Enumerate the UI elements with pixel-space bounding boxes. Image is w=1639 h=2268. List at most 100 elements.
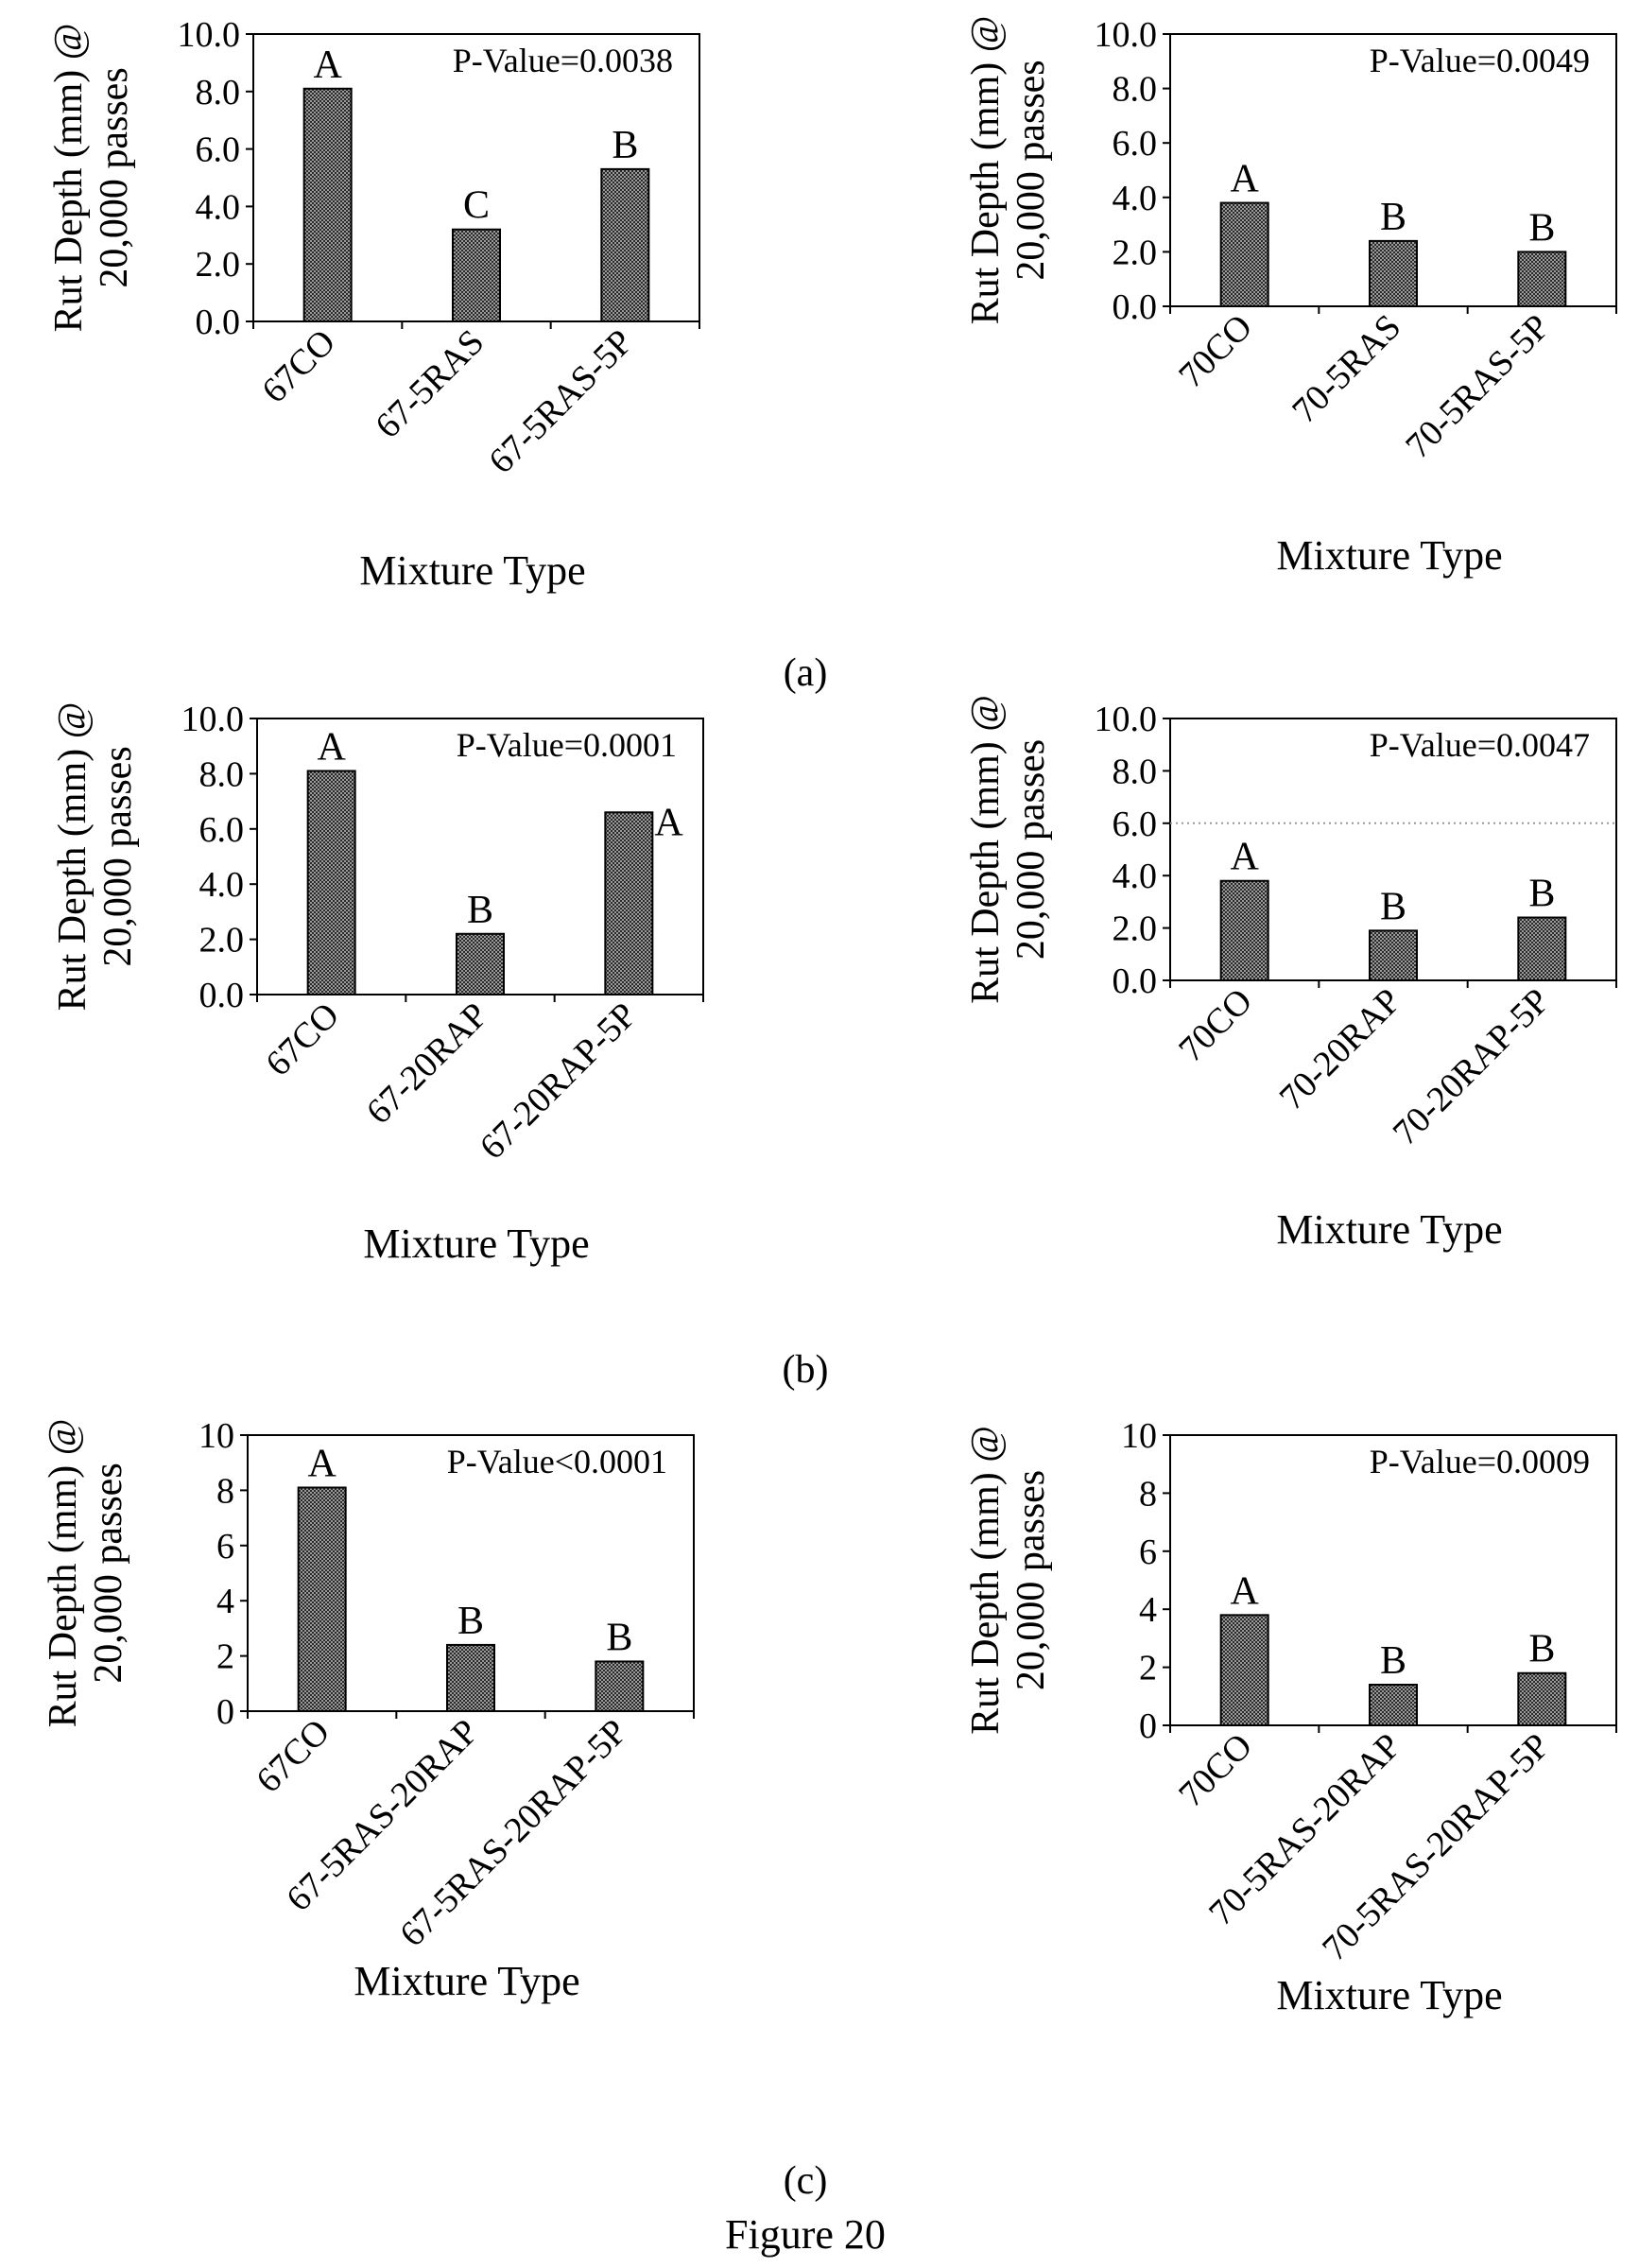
significance-label: A: [1230, 1569, 1259, 1613]
y-tick-label: 4.0: [1113, 179, 1158, 218]
y-tick-label: 0.0: [199, 976, 245, 1015]
y-tick-label: 8.0: [199, 754, 245, 794]
category-label: 70CO: [1171, 307, 1260, 396]
y-tick-label: 8: [1139, 1474, 1157, 1514]
y-tick-label: 6.0: [196, 130, 241, 170]
y-tick-label: 2: [216, 1637, 234, 1677]
category-label: 67CO: [249, 1712, 337, 1801]
p-value-label: P-Value=0.0038: [453, 42, 673, 79]
category-label: 70CO: [1171, 981, 1260, 1070]
category-label: 70-20RAP: [1272, 981, 1409, 1118]
x-axis-label: Mixture Type: [1276, 1972, 1502, 2018]
bar-70-5RAS: [1369, 239, 1418, 308]
y-tick-label: 2: [1139, 1649, 1157, 1688]
x-axis-label: Mixture Type: [1276, 532, 1502, 579]
bar-67-5RAS-5P: [600, 167, 650, 322]
bar-67-20RAP: [456, 932, 505, 996]
chart-3: 0.0 2.0 4.0 6.0 8.0 10.0 A 67CO B 67-20RAP A 67-20R…: [51, 700, 704, 1267]
y-tick-label: 0.0: [1113, 287, 1158, 327]
category-label: 70CO: [1171, 1726, 1260, 1815]
bar-67-5RAS-20RAP: [446, 1643, 495, 1713]
significance-label: C: [463, 184, 490, 228]
y-tick-label: 6.0: [1113, 805, 1158, 844]
group-label-a: (a): [784, 651, 828, 695]
x-axis-label: Mixture Type: [1276, 1206, 1502, 1253]
y-tick-label: 0.0: [196, 303, 241, 342]
y-tick-label: 6.0: [1113, 124, 1158, 164]
x-axis-label: Mixture Type: [359, 547, 585, 594]
y-tick-label: 10: [1121, 1416, 1157, 1456]
bar-70-20RAP: [1369, 929, 1418, 981]
bar-70CO: [1219, 879, 1269, 981]
significance-label: B: [457, 1600, 484, 1643]
bar-70-5RAS-5P: [1517, 251, 1567, 307]
significance-label: A: [1230, 836, 1259, 879]
figure-caption: Figure 20: [725, 2211, 886, 2258]
y-tick-label: 2.0: [1113, 909, 1158, 949]
y-tick-label: 6: [1139, 1532, 1157, 1572]
y-tick-label: 0: [216, 1692, 234, 1732]
y-axis-label: Rut Depth (mm) @20,000 passes: [964, 695, 1053, 1004]
y-tick-label: 8.0: [1113, 752, 1158, 791]
y-tick-label: 2.0: [1113, 233, 1158, 272]
significance-label: B: [1380, 1639, 1406, 1683]
category-label: 67CO: [258, 995, 347, 1084]
y-axis-label: Rut Depth (mm) @20,000 passes: [51, 702, 140, 1012]
y-tick-label: 10.0: [181, 700, 245, 739]
group-label-b: (b): [783, 1348, 829, 1392]
chart-4: 0.0 2.0 4.0 6.0 8.0 10.0 A 70CO B 70-20RAP B 70-20R…: [964, 695, 1617, 1253]
y-tick-label: 8.0: [1113, 70, 1158, 110]
p-value-label: P-Value=0.0047: [1370, 726, 1590, 764]
category-label: 70-20RAP-5P: [1386, 981, 1558, 1153]
category-label: 67-20RAP-5P: [473, 995, 645, 1168]
y-axis-label: Rut Depth (mm) @20,000 passes: [964, 16, 1053, 325]
significance-label: B: [1528, 873, 1555, 916]
y-axis-label: Rut Depth (mm) @20,000 passes: [47, 24, 136, 333]
category-label: 67CO: [254, 322, 343, 411]
y-tick-label: 10: [198, 1416, 234, 1456]
bar-67-5RAS-20RAP-5P: [595, 1660, 645, 1712]
significance-label: B: [467, 889, 493, 932]
y-tick-label: 2.0: [196, 245, 241, 285]
y-tick-label: 2.0: [199, 921, 245, 961]
x-axis-label: Mixture Type: [363, 1221, 589, 1267]
y-tick-label: 10.0: [1095, 700, 1158, 739]
y-tick-label: 10.0: [178, 15, 241, 55]
category-label: 70-5RAS-5P: [1398, 307, 1558, 467]
bar-70-5RAS-20RAP: [1369, 1684, 1418, 1727]
bar-67CO: [306, 770, 356, 995]
chart-1: 0.0 2.0 4.0 6.0 8.0 10.0 A 67CO C 67-5RAS B 67-5RAS…: [47, 15, 700, 594]
p-value-label: P-Value=0.0049: [1370, 42, 1590, 79]
bar-67CO: [297, 1486, 347, 1712]
significance-label: B: [1528, 206, 1555, 250]
p-value-label: P-Value<0.0001: [447, 1443, 667, 1480]
y-tick-label: 10.0: [1095, 15, 1158, 55]
significance-label: A: [654, 801, 683, 844]
bar-70-5RAS-20RAP-5P: [1517, 1671, 1567, 1726]
y-tick-label: 6: [216, 1527, 234, 1567]
significance-label: B: [1380, 196, 1406, 239]
category-label: 67-5RAS: [368, 322, 492, 446]
y-tick-label: 8.0: [196, 73, 241, 113]
chart-5: 0246810A67COB67-5RAS-20RAPB67-5RAS-20RAP…: [42, 1416, 695, 2004]
bar-67-20RAP-5P: [604, 811, 654, 996]
significance-label: B: [612, 124, 638, 167]
bar-67-5RAS: [452, 228, 501, 322]
y-tick-label: 4: [216, 1582, 234, 1621]
significance-label: B: [606, 1616, 632, 1659]
y-tick-label: 4.0: [196, 187, 241, 227]
y-tick-label: 0.0: [1113, 961, 1158, 1001]
p-value-label: P-Value=0.0009: [1370, 1443, 1590, 1480]
y-axis-label: Rut Depth (mm) @20,000 passes: [42, 1419, 130, 1728]
bar-70CO: [1219, 201, 1269, 307]
y-axis-label: Rut Depth (mm) @20,000 passes: [964, 1426, 1053, 1735]
y-tick-label: 4.0: [199, 865, 245, 905]
p-value-label: P-Value=0.0001: [457, 726, 677, 764]
y-tick-label: 4: [1139, 1590, 1157, 1630]
x-axis-label: Mixture Type: [354, 1958, 579, 2004]
significance-label: A: [307, 1442, 336, 1485]
category-label: 70-5RAS: [1285, 307, 1408, 431]
significance-label: A: [317, 725, 346, 769]
chart-2: 0.0 2.0 4.0 6.0 8.0 10.0 A 70CO B 70-5RAS B 70-5RAS…: [964, 15, 1617, 579]
